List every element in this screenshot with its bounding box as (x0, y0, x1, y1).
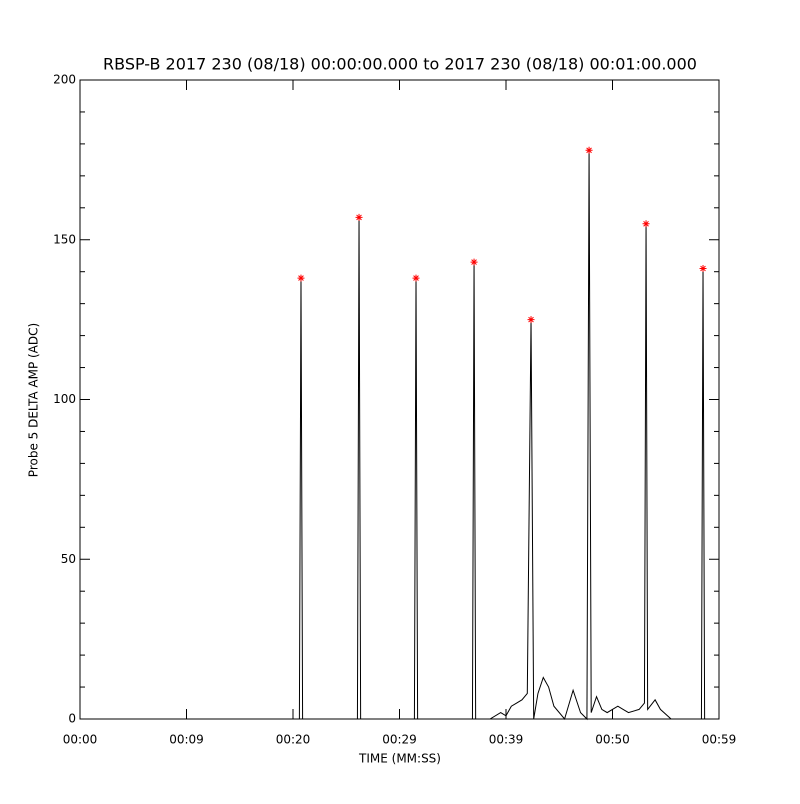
x-tick-label: 00:39 (489, 733, 524, 747)
peak-marker (355, 213, 363, 221)
x-tick-label: 00:59 (702, 733, 737, 747)
peak-marker (642, 220, 650, 228)
y-tick-label: 100 (53, 392, 76, 406)
peak-marker (412, 274, 420, 282)
x-tick-label: 00:50 (595, 733, 630, 747)
peak-marker (585, 146, 593, 154)
peak-marker (297, 274, 305, 282)
peak-marker (527, 316, 535, 324)
x-tick-label: 00:09 (169, 733, 204, 747)
x-axis-label: TIME (MM:SS) (358, 752, 441, 766)
data-line (80, 150, 719, 721)
y-tick-label: 200 (53, 73, 76, 87)
x-tick-label: 00:29 (382, 733, 417, 747)
y-axis-label: Probe 5 DELTA AMP (ADC) (27, 323, 41, 477)
peak-marker (699, 265, 707, 273)
x-tick-label: 00:20 (276, 733, 311, 747)
peak-marker (470, 258, 478, 266)
y-tick-label: 0 (68, 712, 76, 726)
y-tick-label: 50 (61, 552, 76, 566)
chart-title: RBSP-B 2017 230 (08/18) 00:00:00.000 to … (103, 55, 697, 74)
x-tick-label: 00:00 (63, 733, 98, 747)
plot-frame (79, 79, 720, 720)
y-tick-label: 150 (53, 232, 76, 246)
